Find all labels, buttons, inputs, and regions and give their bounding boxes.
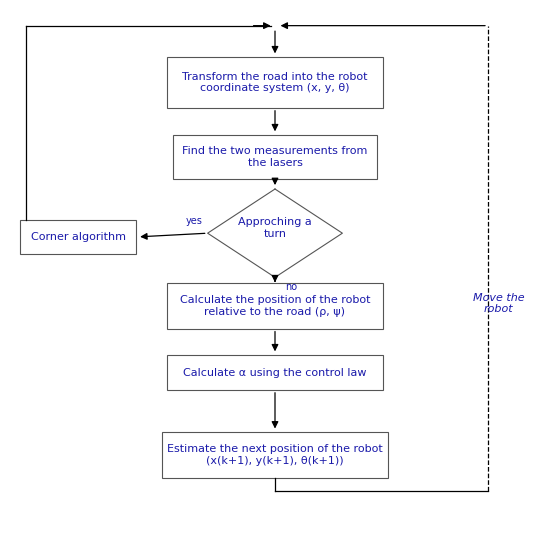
Text: Move the
robot: Move the robot <box>473 293 525 314</box>
Text: Corner algorithm: Corner algorithm <box>31 232 126 242</box>
Text: Calculate α using the control law: Calculate α using the control law <box>183 368 367 377</box>
Text: Approching a
turn: Approching a turn <box>238 217 312 239</box>
FancyBboxPatch shape <box>20 219 136 254</box>
FancyBboxPatch shape <box>173 135 377 179</box>
Text: Estimate the next position of the robot
(x(k+1), y(k+1), θ(k+1)): Estimate the next position of the robot … <box>167 444 383 466</box>
Text: yes: yes <box>185 216 202 226</box>
Text: no: no <box>285 282 297 292</box>
FancyBboxPatch shape <box>167 283 383 329</box>
FancyBboxPatch shape <box>167 58 383 108</box>
FancyBboxPatch shape <box>162 432 388 478</box>
Polygon shape <box>208 189 342 277</box>
Text: Transform the road into the robot
coordinate system (x, y, θ): Transform the road into the robot coordi… <box>182 72 368 93</box>
Text: Calculate the position of the robot
relative to the road (ρ, ψ): Calculate the position of the robot rela… <box>180 295 370 317</box>
FancyBboxPatch shape <box>167 355 383 390</box>
Text: Find the two measurements from
the lasers: Find the two measurements from the laser… <box>182 146 368 168</box>
